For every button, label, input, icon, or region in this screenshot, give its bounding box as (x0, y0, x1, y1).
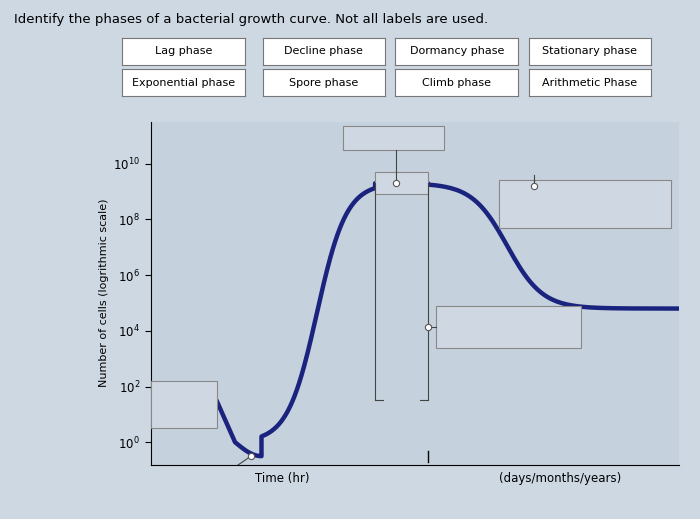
Text: Spore phase: Spore phase (289, 77, 358, 88)
Bar (375, 172, 428, 195)
Text: Climb phase: Climb phase (422, 77, 491, 88)
Bar (150, 381, 216, 428)
Text: Exponential phase: Exponential phase (132, 77, 235, 88)
Text: Time (hr): Time (hr) (256, 472, 310, 485)
Text: Identify the phases of a bacterial growth curve. Not all labels are used.: Identify the phases of a bacterial growt… (14, 13, 488, 26)
Bar (436, 306, 581, 348)
Text: Stationary phase: Stationary phase (542, 46, 637, 57)
Bar (499, 181, 671, 228)
Y-axis label: Number of cells (logrithmic scale): Number of cells (logrithmic scale) (99, 199, 109, 388)
Text: Lag phase: Lag phase (155, 46, 212, 57)
Bar (177, 480, 256, 503)
Bar (344, 126, 444, 150)
Text: Dormancy phase: Dormancy phase (410, 46, 504, 57)
Text: Arithmetic Phase: Arithmetic Phase (542, 77, 637, 88)
Text: (days/months/years): (days/months/years) (499, 472, 621, 485)
Text: Decline phase: Decline phase (284, 46, 363, 57)
